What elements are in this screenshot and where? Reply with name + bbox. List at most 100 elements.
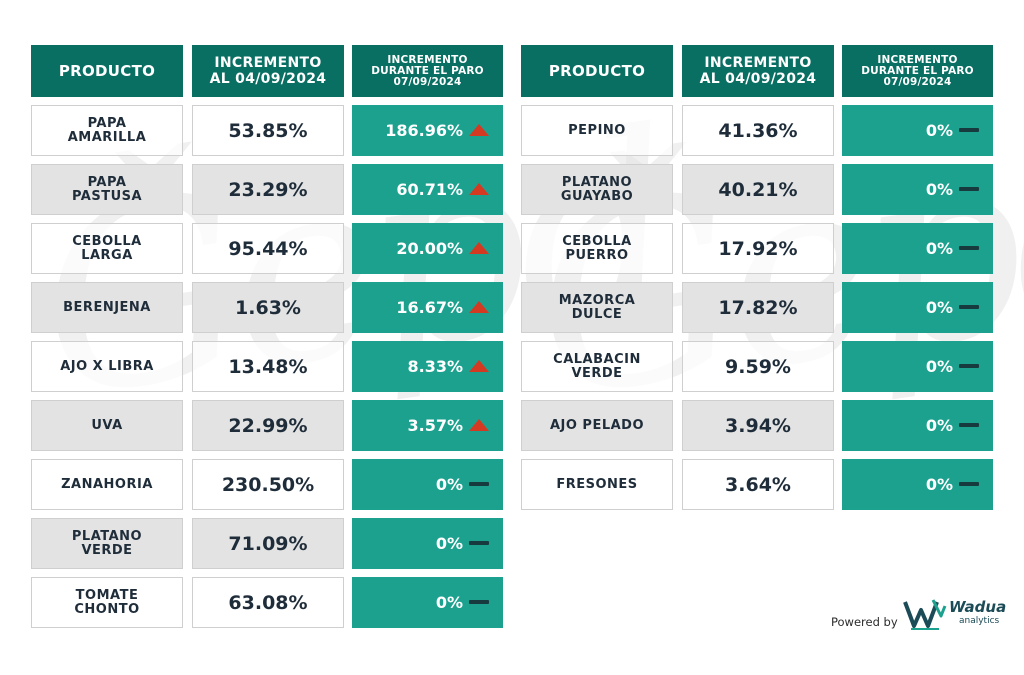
table-row: FRESONES 3.64% 0% <box>521 459 993 510</box>
table-row: CALABACIN VERDE 9.59% 0% <box>521 341 993 392</box>
increment-value: 53.85% <box>192 105 344 156</box>
product-name: CEBOLLA PUERRO <box>521 223 673 274</box>
up-arrow-icon <box>469 123 489 137</box>
strike-change-value: 3.57% <box>407 416 463 435</box>
up-arrow-icon <box>469 300 489 314</box>
increment-value: 40.21% <box>682 164 834 215</box>
up-arrow-icon <box>469 241 489 255</box>
strike-change-value: 0% <box>925 239 953 258</box>
strike-change-cell: 0% <box>842 341 993 392</box>
increment-value: 63.08% <box>192 577 344 628</box>
table-row: UVA 22.99% 3.57% <box>31 400 503 451</box>
increment-value: 22.99% <box>192 400 344 451</box>
strike-change-cell: 0% <box>842 164 993 215</box>
table-row: AJO X LIBRA 13.48% 8.33% <box>31 341 503 392</box>
increment-value: 95.44% <box>192 223 344 274</box>
flat-dash-icon <box>469 536 489 550</box>
table-row: AJO PELADO 3.94% 0% <box>521 400 993 451</box>
product-name: PLATANO GUAYABO <box>521 164 673 215</box>
strike-change-cell: 0% <box>352 577 503 628</box>
product-name: PEPINO <box>521 105 673 156</box>
strike-change-cell: 0% <box>842 400 993 451</box>
product-name: PLATANO VERDE <box>31 518 183 569</box>
increment-value: 3.64% <box>682 459 834 510</box>
strike-change-cell: 8.33% <box>352 341 503 392</box>
strike-change-cell: 0% <box>352 518 503 569</box>
flat-dash-icon <box>959 418 979 432</box>
table-row: PEPINO 41.36% 0% <box>521 105 993 156</box>
header-increment: INCREMENTO AL 04/09/2024 <box>682 45 834 97</box>
product-name: AJO X LIBRA <box>31 341 183 392</box>
increment-value: 9.59% <box>682 341 834 392</box>
product-name: TOMATE CHONTO <box>31 577 183 628</box>
table-row: PLATANO GUAYABO 40.21% 0% <box>521 164 993 215</box>
strike-change-value: 0% <box>925 416 953 435</box>
table-row: PAPA PASTUSA 23.29% 60.71% <box>31 164 503 215</box>
strike-change-cell: 60.71% <box>352 164 503 215</box>
flat-dash-icon <box>469 595 489 609</box>
product-name: UVA <box>31 400 183 451</box>
header-during-strike: INCREMENTO DURANTE EL PARO 07/09/2024 <box>842 45 993 97</box>
product-name: AJO PELADO <box>521 400 673 451</box>
increment-value: 17.92% <box>682 223 834 274</box>
flat-dash-icon <box>469 477 489 491</box>
up-arrow-icon <box>469 418 489 432</box>
strike-change-value: 20.00% <box>396 239 463 258</box>
increment-value: 41.36% <box>682 105 834 156</box>
table-row: PAPA AMARILLA 53.85% 186.96% <box>31 105 503 156</box>
increment-value: 1.63% <box>192 282 344 333</box>
table-row: PLATANO VERDE 71.09% 0% <box>31 518 503 569</box>
header-during-strike: INCREMENTO DURANTE EL PARO 07/09/2024 <box>352 45 503 97</box>
product-name: ZANAHORIA <box>31 459 183 510</box>
product-name: PAPA AMARILLA <box>31 105 183 156</box>
product-name: FRESONES <box>521 459 673 510</box>
wadua-logo-icon <box>903 599 947 630</box>
increment-value: 23.29% <box>192 164 344 215</box>
increment-value: 3.94% <box>682 400 834 451</box>
strike-change-cell: 20.00% <box>352 223 503 274</box>
up-arrow-icon <box>469 182 489 196</box>
strike-change-value: 0% <box>925 180 953 199</box>
strike-change-value: 186.96% <box>385 121 463 140</box>
flat-dash-icon <box>959 182 979 196</box>
table-row: MAZORCA DULCE 17.82% 0% <box>521 282 993 333</box>
product-name: MAZORCA DULCE <box>521 282 673 333</box>
header-increment: INCREMENTO AL 04/09/2024 <box>192 45 344 97</box>
strike-change-cell: 16.67% <box>352 282 503 333</box>
increment-value: 230.50% <box>192 459 344 510</box>
header-product: PRODUCTO <box>521 45 673 97</box>
increment-value: 71.09% <box>192 518 344 569</box>
table-row: CEBOLLA PUERRO 17.92% 0% <box>521 223 993 274</box>
strike-change-value: 60.71% <box>396 180 463 199</box>
strike-change-cell: 186.96% <box>352 105 503 156</box>
header-product: PRODUCTO <box>31 45 183 97</box>
strike-change-cell: 0% <box>352 459 503 510</box>
powered-by-text: Powered by <box>831 615 898 629</box>
table-row: CEBOLLA LARGA 95.44% 20.00% <box>31 223 503 274</box>
strike-change-value: 0% <box>925 121 953 140</box>
strike-change-value: 16.67% <box>396 298 463 317</box>
flat-dash-icon <box>959 359 979 373</box>
strike-change-value: 8.33% <box>407 357 463 376</box>
table-row: ZANAHORIA 230.50% 0% <box>31 459 503 510</box>
flat-dash-icon <box>959 241 979 255</box>
strike-change-value: 0% <box>435 475 463 494</box>
increment-value: 17.82% <box>682 282 834 333</box>
strike-change-value: 0% <box>435 534 463 553</box>
flat-dash-icon <box>959 477 979 491</box>
flat-dash-icon <box>959 300 979 314</box>
flat-dash-icon <box>959 123 979 137</box>
strike-change-cell: 0% <box>842 105 993 156</box>
strike-change-value: 0% <box>925 298 953 317</box>
table-row: BERENJENA 1.63% 16.67% <box>31 282 503 333</box>
strike-change-value: 0% <box>435 593 463 612</box>
increment-value: 13.48% <box>192 341 344 392</box>
up-arrow-icon <box>469 359 489 373</box>
product-name: CEBOLLA LARGA <box>31 223 183 274</box>
brand-subtitle: analytics <box>959 616 1000 626</box>
strike-change-cell: 0% <box>842 223 993 274</box>
brand-name: Wadua <box>949 598 1007 616</box>
product-name: PAPA PASTUSA <box>31 164 183 215</box>
strike-change-value: 0% <box>925 475 953 494</box>
strike-change-cell: 0% <box>842 459 993 510</box>
